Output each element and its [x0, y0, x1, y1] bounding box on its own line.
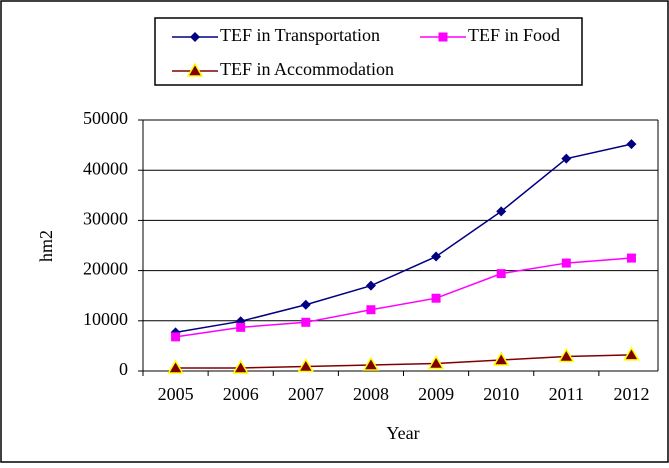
data-point: [431, 293, 441, 303]
x-axis-label: Year: [386, 423, 419, 443]
legend-box: [154, 17, 583, 86]
data-point: [300, 299, 311, 310]
legend-marker: [190, 32, 200, 42]
data-point: [232, 359, 249, 374]
data-point: [561, 258, 571, 268]
legend-marker: [186, 62, 204, 77]
data-point: [496, 269, 506, 279]
series-line: [175, 257, 632, 338]
legend-label: TEF in Transportation: [220, 25, 380, 45]
data-point: [431, 251, 442, 262]
y-tick-label: 50000: [83, 108, 128, 128]
legend-label: TEF in Food: [468, 25, 560, 45]
x-tick-label: 2012: [613, 384, 649, 404]
data-point: [492, 351, 510, 366]
data-point: [496, 206, 507, 217]
data-point: [365, 280, 376, 291]
y-axis-label: hm2: [36, 230, 56, 262]
y-tick-label: 0: [119, 359, 128, 379]
data-point: [362, 356, 380, 371]
legend-marker: [438, 32, 448, 42]
data-point: [561, 153, 572, 164]
series-line: [175, 143, 632, 334]
data-point: [301, 317, 311, 327]
data-point: [167, 359, 184, 374]
x-tick-label: 2009: [418, 384, 454, 404]
y-tick-label: 40000: [83, 158, 128, 178]
y-tick-label: 30000: [83, 209, 128, 229]
data-point: [626, 139, 637, 150]
data-point: [366, 305, 376, 315]
data-point: [236, 322, 246, 332]
data-point: [171, 332, 181, 342]
x-tick-label: 2006: [223, 384, 259, 404]
y-tick-label: 20000: [83, 259, 128, 279]
data-point: [297, 357, 315, 373]
x-tick-label: 2011: [549, 384, 584, 404]
legend-label: TEF in Accommodation: [220, 59, 394, 79]
x-tick-label: 2005: [158, 384, 194, 404]
data-point: [626, 253, 636, 263]
x-tick-label: 2010: [483, 384, 519, 404]
data-point: [427, 354, 445, 370]
data-point: [558, 347, 575, 363]
series-line: [175, 354, 632, 369]
x-tick-label: 2008: [353, 384, 389, 404]
y-tick-label: 10000: [83, 309, 128, 329]
data-point: [623, 346, 640, 361]
x-tick-label: 2007: [288, 384, 324, 404]
